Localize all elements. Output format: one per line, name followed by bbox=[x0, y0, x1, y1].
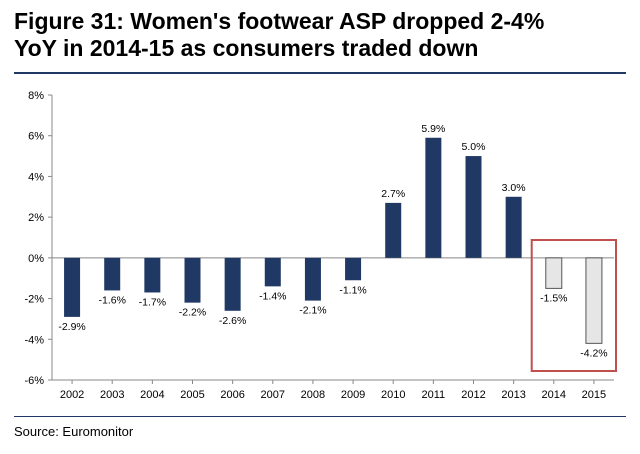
x-tick-label-2008: 2008 bbox=[301, 389, 325, 401]
bar-2015 bbox=[585, 257, 603, 344]
bar-2013 bbox=[505, 196, 522, 258]
y-tick-label: 4% bbox=[28, 171, 44, 183]
x-tick-label-2009: 2009 bbox=[341, 389, 365, 401]
data-label-2004: -1.7% bbox=[139, 296, 166, 308]
bar-2012 bbox=[465, 156, 482, 258]
bar-2008 bbox=[304, 257, 321, 301]
figure-title-line-2: YoY in 2014-15 as consumers traded down bbox=[14, 35, 479, 61]
data-label-2010: 2.7% bbox=[381, 188, 405, 200]
x-tick-label-2011: 2011 bbox=[422, 389, 446, 401]
data-label-2003: -1.6% bbox=[98, 294, 125, 306]
y-tick-label: -2% bbox=[24, 294, 44, 306]
x-tick-label-2007: 2007 bbox=[261, 389, 285, 401]
bar-chart: -6% -4% -2% 0% 2% 4% 6% 8% -2.9% 2002 -1.6% 2003 -1.… bbox=[24, 90, 618, 401]
title-divider bbox=[14, 72, 626, 74]
bar-2011 bbox=[425, 137, 442, 258]
bar-2002 bbox=[64, 257, 81, 317]
data-label-2015: -4.2% bbox=[580, 347, 607, 359]
x-tick-label-2013: 2013 bbox=[501, 389, 525, 401]
bar-2009 bbox=[345, 257, 362, 281]
x-tick-label-2006: 2006 bbox=[220, 389, 244, 401]
x-tick-label-2004: 2004 bbox=[140, 389, 164, 401]
data-label-2006: -2.6% bbox=[219, 315, 246, 327]
footer-divider bbox=[14, 416, 626, 417]
figure-title: Figure 31: Women's footwear ASP dropped … bbox=[14, 8, 626, 62]
y-tick-label: -6% bbox=[24, 375, 44, 387]
figure-title-line-1: Figure 31: Women's footwear ASP dropped … bbox=[14, 8, 545, 34]
x-tick-label-2003: 2003 bbox=[100, 389, 124, 401]
x-tick-label-2010: 2010 bbox=[381, 389, 405, 401]
x-tick-label-2005: 2005 bbox=[180, 389, 204, 401]
bar-2007 bbox=[264, 257, 281, 287]
y-tick-label: 8% bbox=[28, 90, 44, 102]
data-label-2011: 5.9% bbox=[421, 123, 445, 135]
data-label-2014: -1.5% bbox=[540, 292, 567, 304]
data-label-2013: 3.0% bbox=[502, 182, 526, 194]
x-tick-label-2014: 2014 bbox=[542, 389, 566, 401]
bar-2003 bbox=[104, 257, 121, 291]
y-tick-label: 2% bbox=[28, 212, 44, 224]
data-label-2007: -1.4% bbox=[259, 290, 286, 302]
x-tick-label-2002: 2002 bbox=[60, 389, 84, 401]
x-tick-label-2012: 2012 bbox=[461, 389, 485, 401]
x-tick-label-2015: 2015 bbox=[582, 389, 606, 401]
bar-2010 bbox=[385, 202, 402, 258]
data-label-2009: -1.1% bbox=[339, 284, 366, 296]
y-tick-label: 0% bbox=[28, 253, 44, 265]
bar-2005 bbox=[184, 257, 201, 303]
data-label-2005: -2.2% bbox=[179, 307, 206, 319]
bar-2014 bbox=[545, 257, 563, 289]
data-label-2002: -2.9% bbox=[58, 321, 85, 333]
data-label-2012: 5.0% bbox=[462, 141, 486, 153]
bar-2006 bbox=[224, 257, 241, 311]
source-note: Source: Euromonitor bbox=[14, 424, 134, 439]
highlight-box bbox=[530, 239, 618, 372]
data-label-2008: -2.1% bbox=[299, 305, 326, 317]
bar-2004 bbox=[144, 257, 161, 293]
y-tick-label: -4% bbox=[24, 334, 44, 346]
y-tick-label: 6% bbox=[28, 131, 44, 143]
